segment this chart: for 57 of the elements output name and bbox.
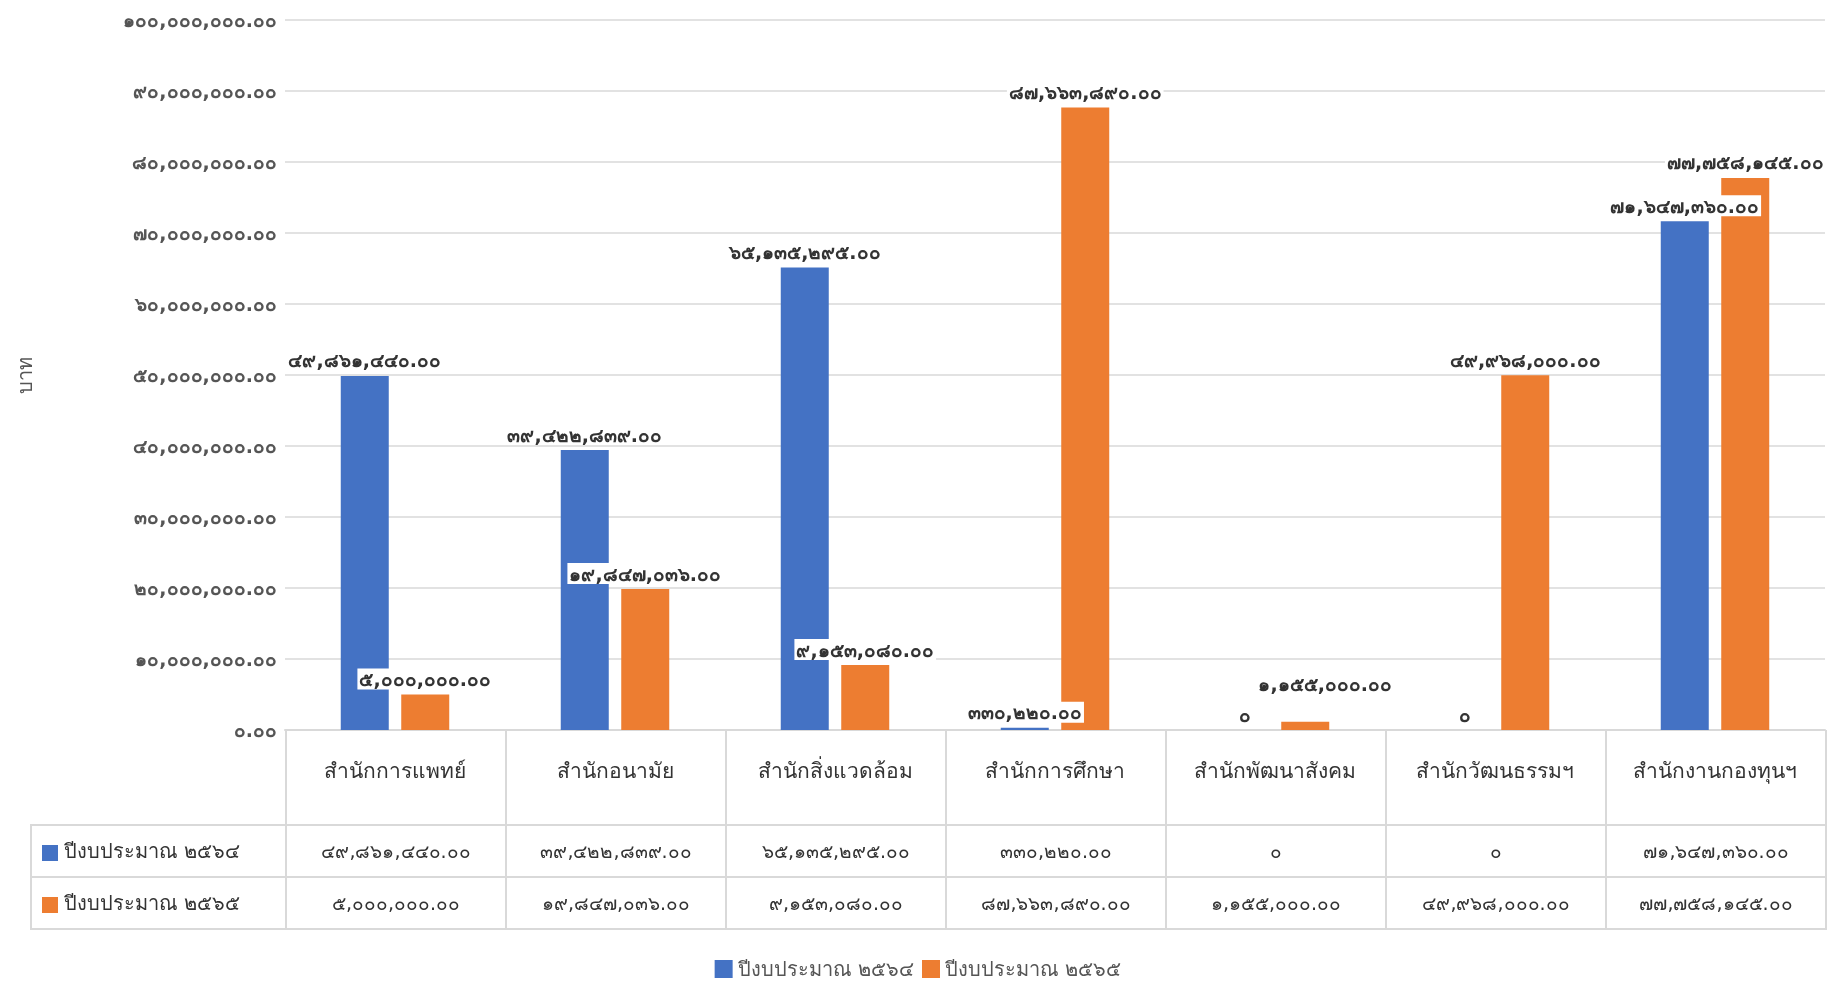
text: ปีงบประมาณ ๒๕๖๔	[737, 957, 914, 981]
x-tick-label: สำนักสิ่งแวดล้อม	[757, 755, 913, 783]
text: ๔๙,๙๖๘,๐๐๐.๐๐	[1449, 348, 1601, 371]
data-label: ๙,๑๕๓,๐๘๐.๐๐	[726, 877, 946, 929]
text: ๐	[1238, 703, 1251, 726]
text: ๓๙,๔๒๒,๘๓๙.๐๐	[507, 423, 663, 446]
text: ๔๙,๘๖๑,๔๔๐.๐๐	[288, 349, 442, 372]
y-tick-label: ๙๐,๐๐๐,๐๐๐.๐๐	[133, 80, 277, 102]
y-tick-label: ๘๐,๐๐๐,๐๐๐.๐๐	[132, 151, 277, 173]
legend-label: ปีงบประมาณ ๒๕๖๔	[64, 839, 241, 863]
bar	[1660, 221, 1709, 730]
x-tick-label: สำนักการแพทย์	[324, 758, 466, 783]
text: ๐	[1458, 703, 1471, 726]
y-axis-title: บาท	[13, 356, 37, 394]
bar	[401, 694, 450, 730]
legend-label: ปีงบประมาณ ๒๕๖๕	[945, 957, 1122, 981]
y-tick-label: ๗๐,๐๐๐,๐๐๐.๐๐	[133, 222, 277, 244]
data-label: ๕,๐๐๐,๐๐๐.๐๐	[286, 877, 506, 929]
data-label: ๐	[1386, 825, 1606, 877]
x-tick-label: สำนักอนามัย	[556, 758, 674, 783]
bar	[841, 665, 890, 730]
text: ๗๑,๖๔๗,๓๖๐.๐๐	[1610, 194, 1760, 217]
text: ๙,๑๕๓,๐๘๐.๐๐	[796, 638, 935, 661]
data-label: ๔๙,๘๖๑,๔๔๐.๐๐	[286, 825, 506, 877]
y-tick-label: ๒๐,๐๐๐,๐๐๐.๐๐	[134, 577, 277, 599]
x-tick-label: สำนักการศึกษา	[985, 758, 1125, 783]
text: ๓๓๐,๒๒๐.๐๐	[967, 701, 1082, 724]
data-label: ๘๗,๖๖๓,๘๙๐.๐๐	[946, 877, 1166, 929]
y-tick-label: ๖๐,๐๐๐,๐๐๐.๐๐	[134, 293, 277, 315]
y-tick-label: ๕๐,๐๐๐,๐๐๐.๐๐	[133, 364, 277, 386]
text: ๕,๐๐๐,๐๐๐.๐๐	[359, 668, 492, 690]
text: ๘๗,๖๖๓,๘๙๐.๐๐	[1008, 81, 1162, 104]
bar	[1501, 375, 1550, 730]
text: ๖๕,๑๓๕,๒๙๕.๐๐	[728, 241, 881, 264]
y-tick-label: ๓๐,๐๐๐,๐๐๐.๐๐	[134, 506, 277, 528]
x-tick-label: สำนักวัฒนธรรมฯ	[1416, 758, 1574, 783]
text: ๑,๑๕๕,๐๐๐.๐๐	[1258, 673, 1393, 696]
data-label: ๗๗,๗๕๘,๑๔๕.๐๐	[1606, 877, 1826, 929]
data-label: ๗๑,๖๔๗,๓๖๐.๐๐	[1606, 825, 1826, 877]
data-label: ๑๙,๘๔๗,๐๓๖.๐๐	[506, 877, 726, 929]
y-tick-label: ๐.๐๐	[233, 719, 277, 741]
x-tick-label: สำนักงานกองทุนฯ	[1633, 758, 1797, 784]
data-label: ๓๓๐,๒๒๐.๐๐	[946, 825, 1166, 877]
text: ปีงบประมาณ ๒๕๖๕	[64, 891, 241, 915]
data-label: ๓๙,๔๒๒,๘๓๙.๐๐	[506, 825, 726, 877]
data-label: ๑,๑๕๕,๐๐๐.๐๐	[1166, 877, 1386, 929]
text: ๑๙,๘๔๗,๐๓๖.๐๐	[569, 562, 722, 585]
text: ๗๗,๗๕๘,๑๔๕.๐๐	[1666, 151, 1824, 174]
x-tick-label: สำนักพัฒนาสังคม	[1194, 758, 1356, 783]
data-label: ๖๕,๑๓๕,๒๙๕.๐๐	[726, 825, 946, 877]
bar	[1281, 721, 1330, 730]
y-tick-label: ๑๐๐,๐๐๐,๐๐๐.๐๐	[123, 9, 277, 31]
data-label: ๐	[1166, 825, 1386, 877]
y-tick-label: ๔๐,๐๐๐,๐๐๐.๐๐	[133, 435, 277, 457]
y-tick-label: ๑๐,๐๐๐,๐๐๐.๐๐	[135, 648, 277, 670]
bar	[621, 589, 670, 730]
data-label: ๔๙,๙๖๘,๐๐๐.๐๐	[1386, 877, 1606, 929]
